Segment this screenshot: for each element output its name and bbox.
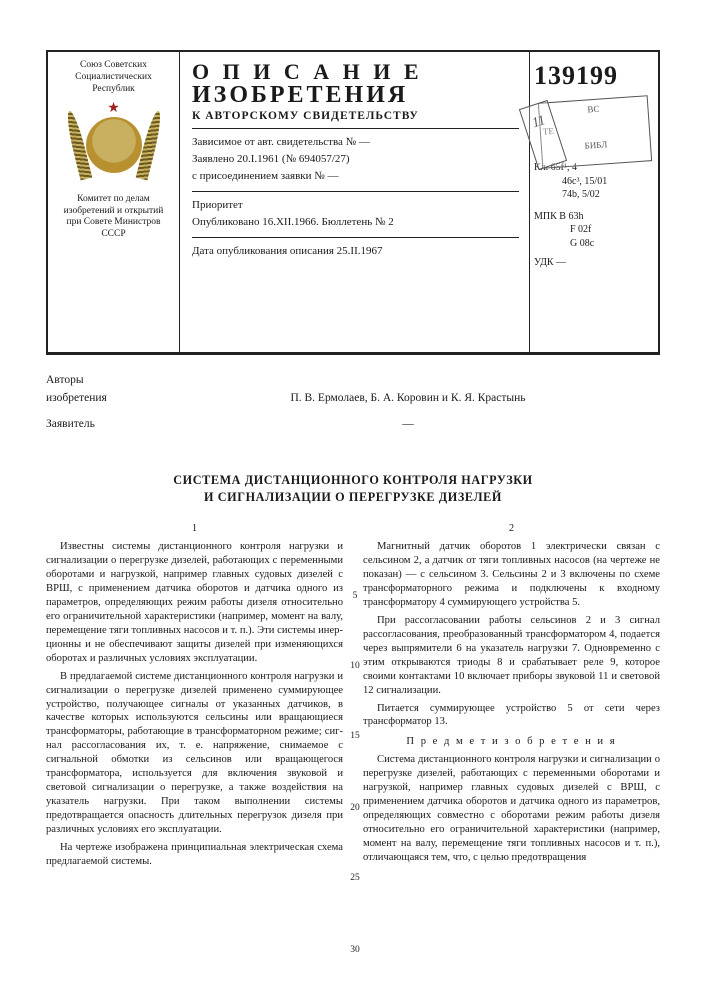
line-number: 15: [346, 730, 364, 743]
body-paragraph: На чертеже изображена принципиальная эле…: [46, 841, 343, 869]
class-udk: УДК —: [534, 256, 654, 270]
class-mpk: МПК B 63h: [534, 210, 654, 224]
body-paragraph: Система дистанционного контроля нагруз­к…: [363, 753, 660, 865]
committee-line: Комитет по делам: [77, 194, 150, 206]
body-paragraph: Известны системы дистанционного контро­л…: [46, 540, 343, 666]
authors-names: П. В. Ермолаев, Б. А. Коровин и К. Я. Кр…: [156, 390, 660, 408]
joined-app: с присоединением заявки № —: [192, 168, 519, 185]
column-1: 1 Известны системы дистанционного контро…: [46, 522, 343, 873]
org-line: Республик: [92, 84, 135, 96]
published: Опубликовано 16.XII.1966. Бюллетень № 2: [192, 214, 519, 231]
authors-label-1: Авторы: [46, 372, 156, 390]
class-kl3: 74b, 5/02: [534, 188, 654, 202]
committee-line: СССР: [101, 229, 125, 241]
desc-pub-date: Дата опубликования описания 25.II.1967: [192, 243, 519, 260]
title-column: О П И С А Н И Е ИЗОБРЕТЕНИЯ К АВТОРСКОМУ…: [180, 52, 530, 352]
title-line-1: СИСТЕМА ДИСТАНЦИОННОГО КОНТРОЛЯ НАГРУЗКИ: [46, 472, 660, 489]
issuer-column: Союз Советских Социалистических Республи…: [48, 52, 180, 352]
line-number: 10: [346, 660, 364, 673]
doc-subtitle: К АВТОРСКОМУ СВИДЕТЕЛЬСТВУ: [192, 110, 519, 122]
subject-heading: П р е д м е т и з о б р е т е н и я: [363, 735, 660, 749]
column-number: 2: [363, 522, 660, 536]
org-line: Союз Советских: [80, 60, 147, 72]
doc-type-1: О П И С А Н И Е: [192, 60, 519, 83]
header-row: Союз Советских Социалистических Республи…: [48, 52, 658, 353]
patent-number: 139199: [534, 58, 654, 93]
applicant-label: Заявитель: [46, 416, 156, 434]
separator: [192, 191, 519, 192]
application-date: Заявлено 20.I.1961 (№ 694057/27): [192, 151, 519, 168]
header-frame: Союз Советских Социалистических Республи…: [46, 50, 660, 355]
class-mpk2: F 02f: [534, 223, 654, 237]
applicant-value: —: [156, 416, 660, 434]
separator: [192, 128, 519, 129]
line-number: 5: [346, 590, 364, 603]
priority: Приоритет: [192, 197, 519, 214]
committee-line: изобретений и открытий: [64, 206, 164, 218]
stamp-line: ВС: [541, 101, 645, 119]
dependent-number: Зависимое от авт. свидетельства № —: [192, 134, 519, 151]
page: Союз Советских Социалистических Республи…: [0, 0, 707, 1000]
library-stamp: ВС ТЕ БИБЛ 11: [534, 99, 654, 161]
authors-label-2: изобретения: [46, 390, 156, 408]
column-2: 2 Магнитный датчик оборотов 1 электричес…: [363, 522, 660, 873]
committee-line: при Совете Министров: [67, 217, 161, 229]
classification-column: 139199 ВС ТЕ БИБЛ 11 Кл. 65f¹, 4 46c³, 1…: [530, 52, 658, 352]
line-number: 25: [346, 872, 364, 885]
doc-type-2: ИЗОБРЕТЕНИЯ: [192, 83, 519, 107]
body-paragraph: При рассогласовании работы сельсинов 2 и…: [363, 614, 660, 698]
class-kl2: 46c³, 15/01: [534, 175, 654, 189]
star-icon: ★: [107, 100, 120, 118]
line-number: 20: [346, 802, 364, 815]
body-paragraph: Питается суммирующее устройство 5 от се­…: [363, 702, 660, 730]
column-number: 1: [46, 522, 343, 536]
title-line-2: И СИГНАЛИЗАЦИИ О ПЕРЕГРУЗКЕ ДИЗЕЛЕЙ: [46, 489, 660, 506]
body-paragraph: В предлагаемой системе дистанционного ко…: [46, 670, 343, 838]
line-number: 30: [346, 944, 364, 957]
ussr-emblem-icon: ★: [70, 104, 158, 186]
separator: [192, 237, 519, 238]
authors-block: Авторы изобретения П. В. Ермолаев, Б. А.…: [46, 372, 660, 433]
body-columns: 1 Известны системы дистанционного контро…: [46, 522, 660, 873]
invention-title: СИСТЕМА ДИСТАНЦИОННОГО КОНТРОЛЯ НАГРУЗКИ…: [46, 472, 660, 506]
org-line: Социалистических: [75, 72, 152, 84]
body-paragraph: Магнитный датчик оборотов 1 электрически…: [363, 540, 660, 610]
class-mpk3: G 08c: [534, 237, 654, 251]
